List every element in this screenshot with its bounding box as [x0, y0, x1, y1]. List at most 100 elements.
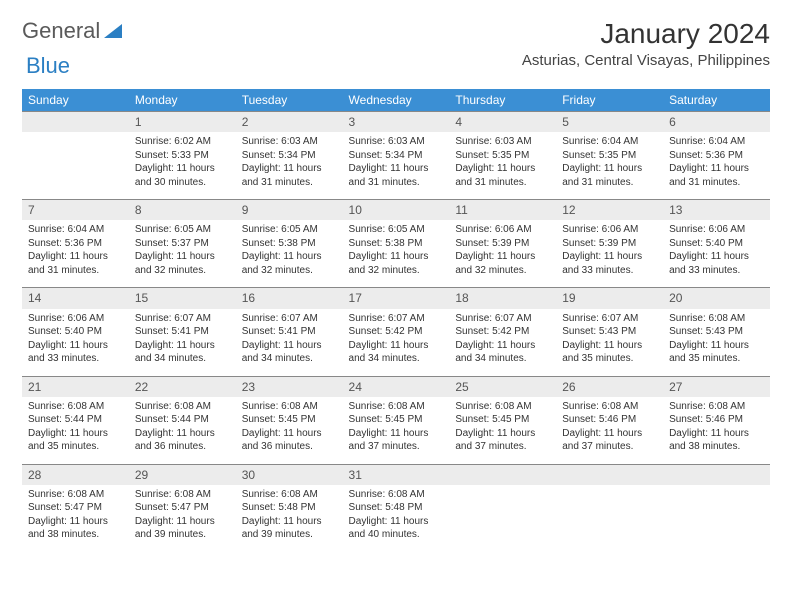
daylight-line1: Daylight: 11 hours [242, 339, 337, 353]
sunrise: Sunrise: 6:08 AM [28, 400, 123, 414]
day-number: 24 [343, 376, 450, 397]
sunrise: Sunrise: 6:06 AM [455, 223, 550, 237]
sunrise: Sunrise: 6:05 AM [242, 223, 337, 237]
daylight-line2: and 34 minutes. [135, 352, 230, 366]
sunrise: Sunrise: 6:07 AM [562, 312, 657, 326]
daylight-line1: Daylight: 11 hours [28, 427, 123, 441]
sunset: Sunset: 5:45 PM [349, 413, 444, 427]
day-cell: Sunrise: 6:07 AMSunset: 5:43 PMDaylight:… [556, 309, 663, 377]
day-number [22, 112, 129, 133]
sunrise: Sunrise: 6:08 AM [349, 488, 444, 502]
sunset: Sunset: 5:38 PM [349, 237, 444, 251]
sunset: Sunset: 5:44 PM [135, 413, 230, 427]
day-cell: Sunrise: 6:06 AMSunset: 5:39 PMDaylight:… [556, 220, 663, 288]
day-cell: Sunrise: 6:08 AMSunset: 5:44 PMDaylight:… [22, 397, 129, 465]
sunset: Sunset: 5:48 PM [242, 501, 337, 515]
daylight-line2: and 34 minutes. [455, 352, 550, 366]
daylight-line1: Daylight: 11 hours [349, 339, 444, 353]
daylight-line1: Daylight: 11 hours [455, 162, 550, 176]
day-cell: Sunrise: 6:08 AMSunset: 5:43 PMDaylight:… [663, 309, 770, 377]
daylight-line2: and 38 minutes. [28, 528, 123, 542]
daynum-row: 28 29 30 31 [22, 464, 770, 485]
day-number: 3 [343, 112, 450, 133]
day-number: 2 [236, 112, 343, 133]
day-cell: Sunrise: 6:07 AMSunset: 5:42 PMDaylight:… [343, 309, 450, 377]
day-number: 16 [236, 288, 343, 309]
day-cell: Sunrise: 6:07 AMSunset: 5:42 PMDaylight:… [449, 309, 556, 377]
day-number: 31 [343, 464, 450, 485]
sunrise: Sunrise: 6:08 AM [669, 400, 764, 414]
day-number: 5 [556, 112, 663, 133]
daylight-line2: and 39 minutes. [135, 528, 230, 542]
day-cell: Sunrise: 6:08 AMSunset: 5:45 PMDaylight:… [343, 397, 450, 465]
daylight-line1: Daylight: 11 hours [242, 515, 337, 529]
sunrise: Sunrise: 6:06 AM [669, 223, 764, 237]
daylight-line1: Daylight: 11 hours [349, 427, 444, 441]
day-number: 1 [129, 112, 236, 133]
sunset: Sunset: 5:40 PM [28, 325, 123, 339]
day-cell: Sunrise: 6:08 AMSunset: 5:47 PMDaylight:… [22, 485, 129, 552]
logo-text-blue: Blue [26, 53, 70, 78]
day-cell: Sunrise: 6:08 AMSunset: 5:44 PMDaylight:… [129, 397, 236, 465]
day-number: 28 [22, 464, 129, 485]
day-number [663, 464, 770, 485]
sunset: Sunset: 5:39 PM [455, 237, 550, 251]
daylight-line2: and 31 minutes. [242, 176, 337, 190]
weekday-header: Tuesday [236, 89, 343, 112]
daylight-line1: Daylight: 11 hours [28, 515, 123, 529]
daylight-line1: Daylight: 11 hours [242, 427, 337, 441]
daylight-line1: Daylight: 11 hours [669, 339, 764, 353]
day-number: 14 [22, 288, 129, 309]
daylight-line1: Daylight: 11 hours [135, 515, 230, 529]
sunset: Sunset: 5:43 PM [669, 325, 764, 339]
daylight-line2: and 32 minutes. [242, 264, 337, 278]
sunrise: Sunrise: 6:03 AM [455, 135, 550, 149]
day-number: 30 [236, 464, 343, 485]
day-number [556, 464, 663, 485]
day-number: 11 [449, 200, 556, 221]
sunrise: Sunrise: 6:02 AM [135, 135, 230, 149]
daylight-line1: Daylight: 11 hours [349, 515, 444, 529]
sunset: Sunset: 5:34 PM [349, 149, 444, 163]
daylight-line1: Daylight: 11 hours [135, 250, 230, 264]
sunrise: Sunrise: 6:07 AM [455, 312, 550, 326]
day-cell: Sunrise: 6:04 AMSunset: 5:36 PMDaylight:… [22, 220, 129, 288]
daylight-line2: and 33 minutes. [562, 264, 657, 278]
daylight-line2: and 38 minutes. [669, 440, 764, 454]
sunrise: Sunrise: 6:08 AM [135, 488, 230, 502]
sunset: Sunset: 5:36 PM [669, 149, 764, 163]
day-number [449, 464, 556, 485]
day-cell [556, 485, 663, 552]
sunset: Sunset: 5:40 PM [669, 237, 764, 251]
sunset: Sunset: 5:43 PM [562, 325, 657, 339]
daylight-line1: Daylight: 11 hours [455, 427, 550, 441]
sunrise: Sunrise: 6:08 AM [349, 400, 444, 414]
day-number: 23 [236, 376, 343, 397]
day-cell: Sunrise: 6:06 AMSunset: 5:39 PMDaylight:… [449, 220, 556, 288]
day-cell [22, 132, 129, 200]
content-row: Sunrise: 6:08 AM Sunset: 5:44 PM Daylight:… [22, 397, 770, 465]
daylight-line2: and 34 minutes. [242, 352, 337, 366]
daylight-line1: Daylight: 11 hours [562, 250, 657, 264]
daylight-line1: Daylight: 11 hours [455, 339, 550, 353]
day-number: 4 [449, 112, 556, 133]
day-number: 13 [663, 200, 770, 221]
daylight-line2: and 39 minutes. [242, 528, 337, 542]
daylight-line2: and 34 minutes. [349, 352, 444, 366]
sunrise: Sunrise: 6:08 AM [669, 312, 764, 326]
day-cell [449, 485, 556, 552]
content-row: Sunrise: 6:08 AMSunset: 5:47 PMDaylight:… [22, 485, 770, 552]
sunrise: Sunrise: 6:04 AM [28, 223, 123, 237]
daylight-line2: and 37 minutes. [455, 440, 550, 454]
daylight-line1: Daylight: 11 hours [242, 162, 337, 176]
sunset: Sunset: 5:36 PM [28, 237, 123, 251]
daynum-row: 1 2 3 4 5 6 [22, 112, 770, 133]
day-number: 17 [343, 288, 450, 309]
sunset: Sunset: 5:48 PM [349, 501, 444, 515]
sunset: Sunset: 5:46 PM [669, 413, 764, 427]
weekday-header: Thursday [449, 89, 556, 112]
daylight-line2: and 35 minutes. [28, 440, 123, 454]
day-number: 21 [22, 376, 129, 397]
day-cell: Sunrise: 6:08 AMSunset: 5:45 PMDaylight:… [449, 397, 556, 465]
daylight-line1: Daylight: 11 hours [242, 250, 337, 264]
